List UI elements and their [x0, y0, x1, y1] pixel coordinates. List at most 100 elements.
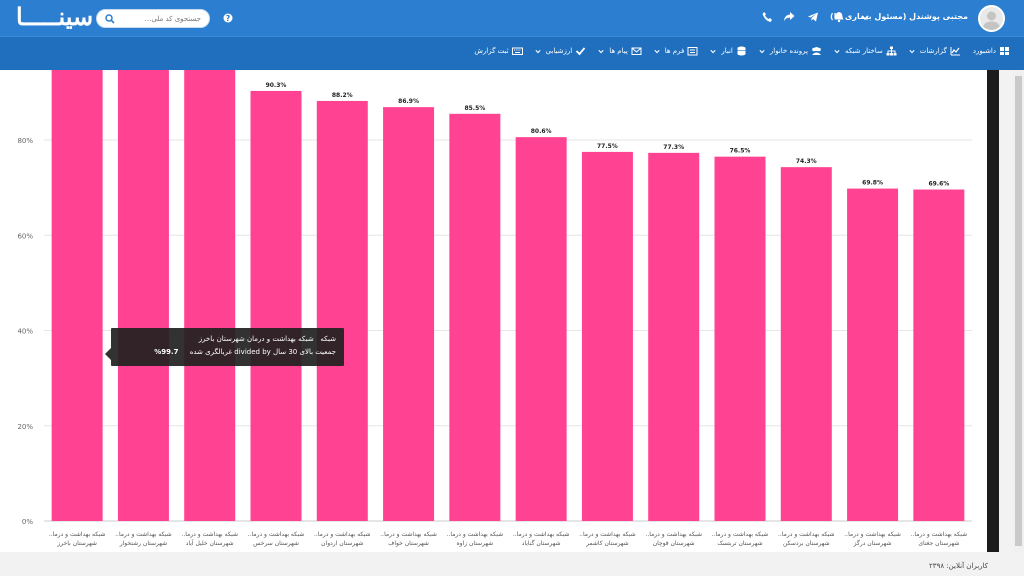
- bar-value-label: 69.8%: [862, 180, 883, 187]
- chevron-down-icon: [909, 49, 915, 53]
- help-icon[interactable]: ?: [223, 13, 233, 23]
- side-panel-dark: [987, 70, 999, 552]
- svg-text:?: ?: [226, 14, 231, 23]
- x-tick-label: شهرستان جغتای: [918, 540, 959, 547]
- nav-item-6[interactable]: پیام ها: [598, 46, 642, 56]
- bar[interactable]: [913, 189, 965, 521]
- x-tick-label: شهرستان قوچان: [653, 540, 695, 547]
- nav-item-label: گزارشات: [919, 47, 947, 55]
- x-tick-label: شهرستان اردوان: [321, 540, 363, 547]
- bar[interactable]: [51, 70, 103, 521]
- phone-icon[interactable]: [761, 11, 773, 23]
- tooltip-series-label: شبکه: [320, 335, 336, 343]
- bar[interactable]: [316, 100, 368, 521]
- bar-value-label: 88.2%: [332, 92, 353, 99]
- bar-value-label: 77.3%: [663, 144, 684, 151]
- nav-item-2[interactable]: ساختار شبکه: [834, 46, 897, 56]
- bar-value-label: 77.5%: [597, 143, 618, 150]
- search-input[interactable]: [123, 12, 201, 26]
- user-name[interactable]: مجتبی پوشندل (مسئول بیماری ها): [830, 12, 968, 21]
- bar[interactable]: [847, 188, 899, 521]
- tooltip-value: 99.7%: [154, 348, 179, 356]
- nav-item-3[interactable]: پرونده خانوار: [759, 46, 822, 56]
- bar-value-label: 69.6%: [928, 181, 949, 188]
- nav-item-label: ثبت گزارش: [474, 47, 509, 55]
- check-icon: [576, 47, 586, 56]
- x-tick-label: شهرستان باخرز: [56, 540, 97, 547]
- x-tick-label: شهرستان بردسکن: [783, 540, 830, 547]
- x-tick-label: شبکه بهداشت و درما..: [645, 531, 702, 538]
- tooltip-title: شبکه بهداشت و درمان شهرستان باخرز: [198, 335, 314, 343]
- bell-icon[interactable]: [833, 11, 845, 23]
- users-icon: [811, 47, 821, 55]
- dashboard-icon: [1000, 47, 1009, 55]
- telegram-icon[interactable]: [807, 11, 819, 23]
- x-tick-label: شهرستان خواف: [388, 540, 429, 547]
- bar[interactable]: [714, 156, 766, 521]
- bar-value-label: 86.9%: [398, 98, 419, 105]
- database-icon: [737, 46, 746, 56]
- x-tick-label: شبکه بهداشت و درما..: [513, 531, 570, 538]
- bar[interactable]: [184, 70, 236, 521]
- x-tick-label: شهرستان زاوه: [457, 540, 494, 547]
- bar-value-label: 74.3%: [796, 158, 817, 165]
- nav-item-label: انبار: [721, 47, 733, 55]
- tooltip-value-row: جمعیت بالای 30 سال divided by غربالگری ش…: [154, 348, 336, 356]
- x-tick-label: شهرستان خلیل آباد: [186, 538, 234, 547]
- nav-item-1[interactable]: گزارشات: [909, 46, 961, 56]
- top-bar: سینـــــا ? مجتبی پوشندل (مسئول بیماری ه…: [0, 0, 1024, 36]
- x-tick-label: شبکه بهداشت و درما..: [778, 531, 835, 538]
- bar[interactable]: [250, 90, 302, 521]
- x-tick-label: شهرستان سرخس: [253, 540, 299, 547]
- chart-tooltip: شبکه شبکه بهداشت و درمان شهرستان باخرز ج…: [105, 328, 344, 366]
- x-tick-label: شبکه بهداشت و درما..: [248, 531, 305, 538]
- nav-item-label: فرم ها: [664, 47, 685, 55]
- nav-item-label: ارزشیابی: [545, 47, 573, 55]
- user-icon: [982, 11, 1001, 30]
- search-icon[interactable]: [105, 14, 115, 24]
- bar-value-label: 80.6%: [531, 128, 552, 135]
- bar-value-label: 76.5%: [730, 148, 751, 155]
- y-tick-label: 0%: [22, 518, 33, 526]
- bar[interactable]: [515, 137, 567, 521]
- x-tick-label: شهرستان درگز: [853, 539, 892, 547]
- y-tick-label: 60%: [17, 232, 33, 240]
- nav-item-5[interactable]: فرم ها: [654, 46, 699, 56]
- user-avatar[interactable]: [978, 5, 1005, 32]
- scrollbar-thumb[interactable]: [1015, 76, 1022, 546]
- x-tick-label: شبکه بهداشت و درما..: [447, 531, 504, 538]
- x-tick-label: شبکه بهداشت و درما..: [579, 531, 636, 538]
- nav-item-0[interactable]: داشبورد: [973, 46, 1010, 56]
- online-users: کاربران آنلاین: ۲۳۹۸: [929, 562, 988, 570]
- y-tick-label: 80%: [17, 137, 33, 145]
- search-box[interactable]: [96, 9, 210, 28]
- y-tick-label: 40%: [17, 328, 33, 336]
- vertical-scrollbar[interactable]: [1013, 70, 1024, 552]
- x-tick-label: شهرستان کاشمر: [585, 540, 629, 547]
- nav-item-4[interactable]: انبار: [710, 46, 747, 56]
- nav-items: داشبورد گزارشات ساختار شبکه پرونده خانوار ان…: [462, 46, 1010, 56]
- bar[interactable]: [648, 152, 700, 521]
- bar[interactable]: [780, 167, 832, 521]
- chart-icon: [950, 47, 960, 56]
- chevron-down-icon: [534, 49, 541, 53]
- x-tick-label: شبکه بهداشت و درما..: [49, 531, 106, 538]
- chevron-down-icon[interactable]: [861, 14, 869, 21]
- bar-value-label: 90.3%: [266, 82, 287, 89]
- x-tick-label: شبکه بهداشت و درما..: [380, 531, 437, 538]
- app-logo[interactable]: سینـــــا: [16, 2, 94, 31]
- nav-item-8[interactable]: ثبت گزارش: [474, 46, 523, 56]
- chevron-down-icon: [834, 49, 840, 53]
- nav-item-7[interactable]: ارزشیابی: [534, 46, 587, 56]
- x-tick-label: شبکه بهداشت و درما..: [844, 531, 901, 538]
- sitemap-icon: [886, 46, 897, 56]
- bar[interactable]: [383, 107, 435, 522]
- nav-item-label: پیام ها: [609, 47, 628, 55]
- bar[interactable]: [117, 70, 169, 521]
- footer: کاربران آنلاین: ۲۳۹۸: [0, 556, 1024, 576]
- envelope-icon: [631, 47, 642, 55]
- share-icon[interactable]: [783, 11, 795, 23]
- bar[interactable]: [581, 151, 633, 521]
- bar[interactable]: [449, 113, 501, 522]
- tooltip-title-row: شبکه شبکه بهداشت و درمان شهرستان باخرز: [199, 335, 336, 343]
